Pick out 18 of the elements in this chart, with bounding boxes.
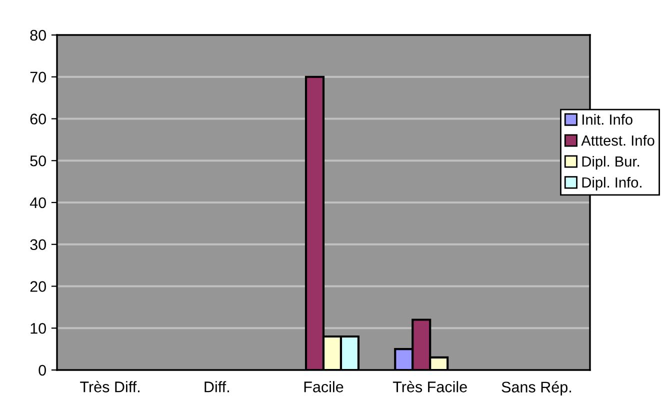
y-tick-label: 40 [30,197,46,208]
legend-label: Init. Info [582,114,632,125]
x-tick-label: Très Diff. [80,380,140,392]
y-tick-label: 60 [30,114,46,124]
y-tick-label: 10 [30,322,46,334]
y-tick-label: 50 [30,155,46,166]
y-tick-label: 70 [30,72,46,83]
y-tick-label: 30 [30,239,46,250]
legend-label: Dipl. Bur. [582,156,639,170]
x-tick-label: Sans Rép. [502,381,571,396]
x-tick-label: Diff. [204,381,229,392]
x-tick-label: Facile [304,381,344,392]
x-tick-label: Très Facile [392,380,467,392]
legend-label: Atttest. Info [581,135,654,146]
y-tick-label: 0 [38,364,46,376]
y-tick-label: 20 [30,281,46,292]
legend-label: Dipl. Info. [582,176,642,191]
y-tick-label: 80 [30,30,46,41]
